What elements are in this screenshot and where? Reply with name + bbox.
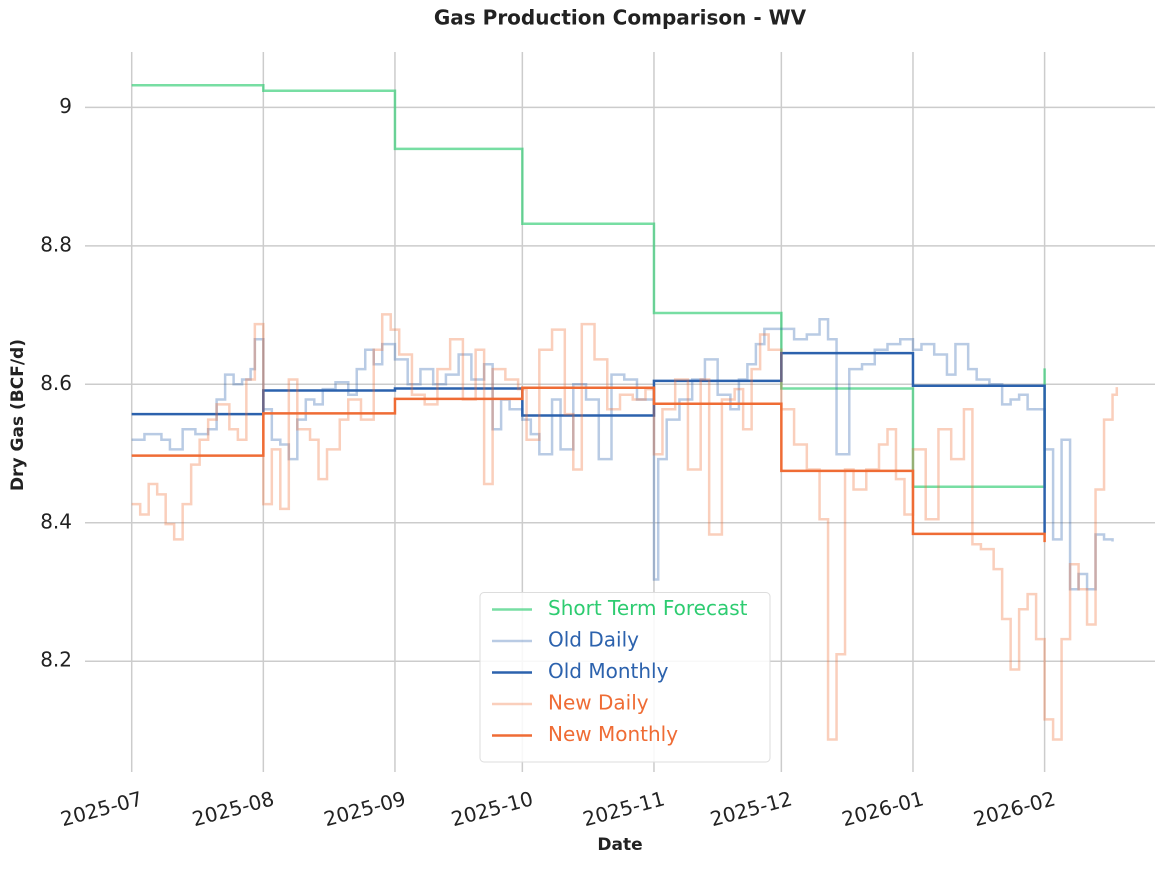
legend-label: Old Monthly	[548, 659, 669, 683]
y-tick-label: 8.2	[40, 648, 72, 672]
series-line	[131, 386, 1046, 543]
series-line	[131, 313, 1119, 741]
x-tick-label: 2026-02	[971, 786, 1058, 831]
legend-label: Short Term Forecast	[548, 596, 748, 620]
legend-label: Old Daily	[548, 628, 639, 652]
x-tick-label: 2025-07	[58, 786, 145, 831]
x-tick-label: 2025-11	[580, 786, 667, 831]
legend-label: New Monthly	[548, 722, 678, 746]
legend-label: New Daily	[548, 691, 649, 715]
x-tick-label: 2025-10	[449, 786, 536, 831]
series-line	[131, 83, 1046, 489]
x-tick-label: 2025-09	[321, 786, 408, 831]
legend-box	[479, 592, 771, 763]
legend: Short Term Forecast Old Daily Old Monthly N…	[479, 592, 771, 763]
y-tick-label: 9	[59, 94, 72, 118]
chart-title: Gas Production Comparison - WV	[434, 6, 807, 30]
x-tick-label: 2025-12	[708, 786, 795, 831]
y-tick-label: 8.4	[40, 509, 72, 533]
y-tick-label: 8.8	[40, 232, 72, 256]
series-line	[131, 351, 1046, 534]
series-line	[131, 317, 1114, 591]
y-axis-label: Dry Gas (BCF/d)	[8, 339, 28, 491]
x-tick-label: 2026-01	[839, 786, 926, 831]
x-axis-label: Date	[597, 835, 642, 855]
x-tick-label: 2025-08	[190, 786, 277, 831]
y-tick-label: 8.6	[40, 371, 72, 395]
